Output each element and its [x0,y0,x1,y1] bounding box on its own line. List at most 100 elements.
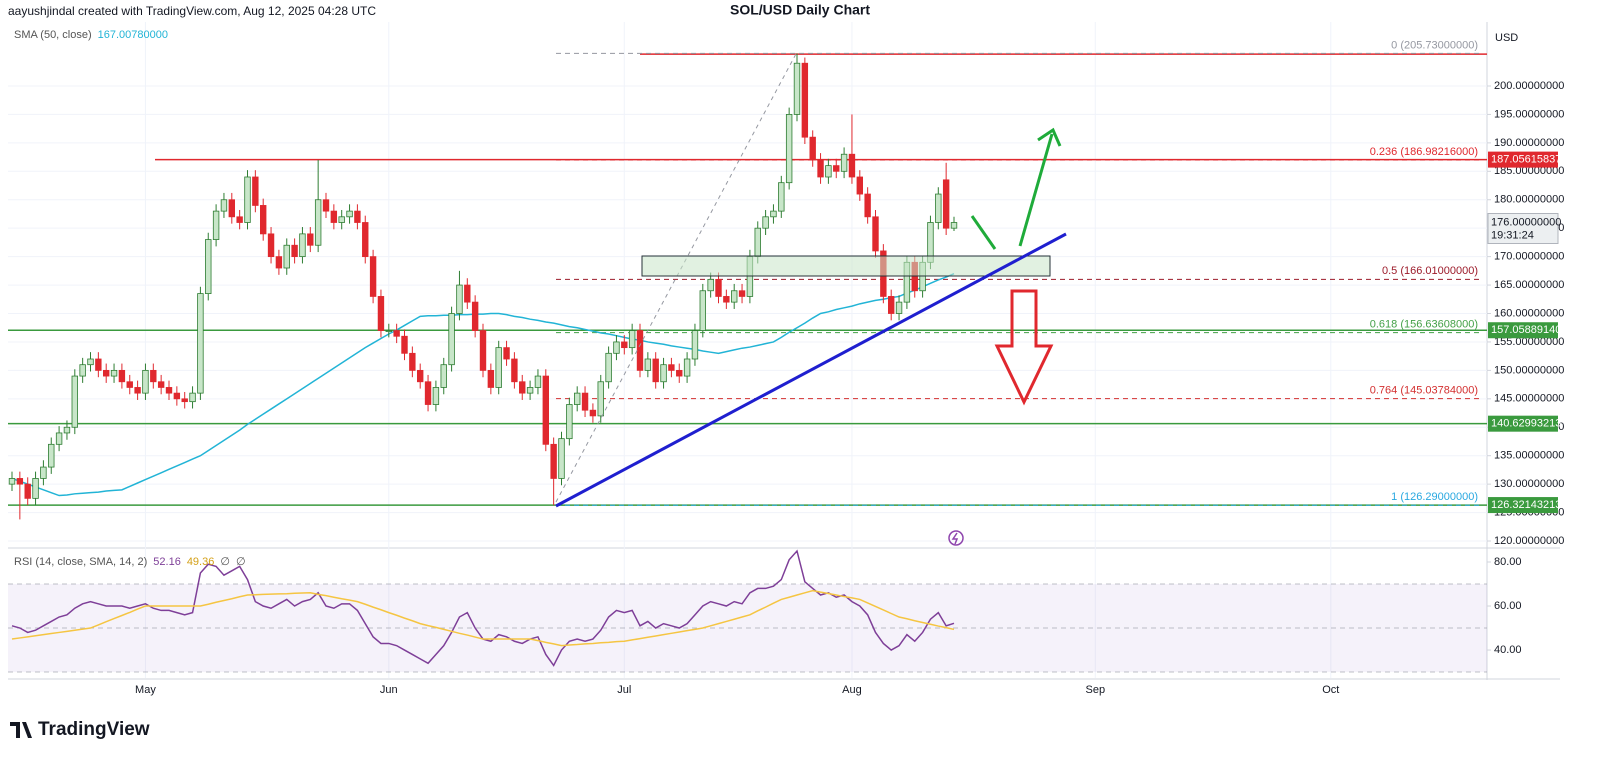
candle-body [173,392,181,400]
candle-body [534,375,542,388]
candle-body [24,483,31,499]
y-tick-label: 80.00 [1494,556,1522,568]
candle-body [668,364,675,371]
candle-body [456,284,463,314]
candle-body [566,404,573,440]
candle-body [503,347,510,360]
chart-title: SOL/USD Daily Chart [730,2,870,18]
candle-body [118,369,126,383]
candle-body [762,216,769,229]
candle-body [110,369,118,377]
y-tick-label: 145.00000000 [1494,393,1564,405]
candle-body [809,136,816,161]
lightning-bolt [951,532,959,545]
candle-body [785,114,793,184]
fib-label: 0.5 (166.01000000) [1382,265,1478,277]
support-zone [641,255,1051,277]
candle-body [888,296,895,314]
candle-body [778,182,785,212]
candle-body [652,358,659,383]
candle-body [252,176,259,206]
price-tag-label: 140.62993213 [1491,418,1561,430]
candle-body [872,216,879,252]
candle-body [754,227,761,258]
up-arrow [1018,127,1062,247]
price-tag [1488,322,1558,339]
candle-body [817,159,824,178]
brand: TradingView [38,719,150,740]
candle-body [48,443,55,468]
candle-body [519,381,526,394]
candle-body [636,330,644,371]
candle-body [197,293,204,394]
rsi-line [11,589,955,647]
legend-item: 49.36 [187,556,215,568]
candle-body [150,369,157,383]
candle-body [432,387,440,405]
candle-body [840,153,848,172]
candle-body [181,398,188,403]
candle-body [244,176,251,223]
x-tick-label: May [135,684,156,696]
price-tag [1488,151,1558,168]
candle-body [165,387,173,394]
candle-body [495,347,502,388]
candle-body [307,233,314,246]
candle-body [707,278,714,292]
price-tag-label: 126.32143213 [1491,499,1561,511]
candle-body [322,199,330,212]
legend-item: 167.00780000 [98,29,168,41]
x-tick-label: Oct [1322,684,1339,696]
sma-line [11,272,955,497]
candle-body [542,375,549,445]
candle-body [558,438,565,479]
candle-body [691,330,699,360]
candle-body [8,478,16,485]
legend-item: ∅ [236,556,246,568]
y-tick-label: 200.00000000 [1494,80,1564,92]
candle-body [79,364,86,377]
candle-body [267,233,275,258]
candle-body [440,364,447,388]
candle-body [833,165,840,172]
candle-body [801,62,809,138]
candle-body [205,239,212,294]
last-price-tag [1487,212,1559,244]
candle-body [581,392,589,411]
candle-body [126,381,133,388]
candle-body [236,216,243,223]
candle-body [275,256,283,269]
candle-body [597,381,604,417]
fib-label: 0.236 (186.98216000) [1370,146,1478,158]
y-tick-label: 190.00000000 [1494,137,1564,149]
candle-body [409,352,416,371]
y-tick-label: 185.00000000 [1494,165,1564,177]
candle-body [95,358,102,371]
candle-body [731,290,738,303]
candle-body [103,369,110,377]
legend-item: ∅ [220,556,230,568]
legend: SMA (50, close) 167.00780000 [14,29,168,41]
candle-body [613,341,620,354]
candle-body [864,193,871,218]
x-tick-label: Jul [617,684,631,696]
y-tick-label: 165.00000000 [1494,279,1564,291]
lightning-icon [948,530,964,546]
candle-body [770,210,777,218]
candle-body [479,330,487,371]
candle-body [589,409,597,417]
candle-body [487,369,495,388]
legend: RSI (14, close, SMA, 14, 2) 52.16 49.36 ∅ ∅ [14,556,246,568]
candle-body [574,392,581,405]
candle-body [416,369,424,383]
price-tag [1488,497,1558,514]
candle-body [55,432,63,445]
annotations [555,51,1067,546]
legend-item: RSI (14, close, SMA, 14, 2) [14,556,147,568]
currency: USD [1495,32,1518,44]
y-tick-label: 120.00000000 [1494,535,1564,547]
y-tick-label: 135.00000000 [1494,450,1564,462]
candle-body [464,284,471,303]
candle-body [212,210,220,240]
